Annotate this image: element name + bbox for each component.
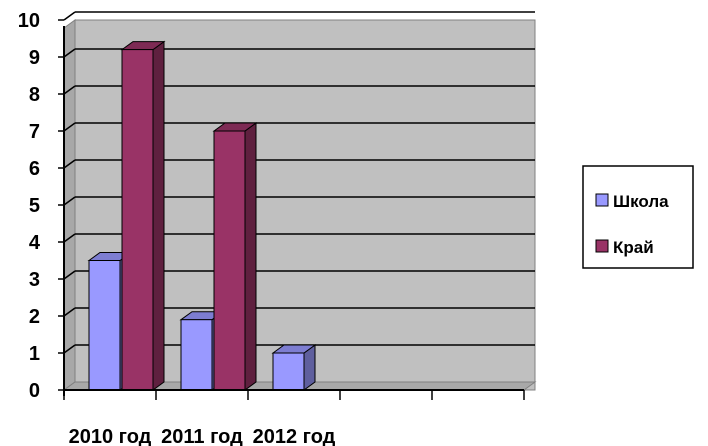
gridline-side bbox=[63, 48, 76, 58]
bar-side bbox=[152, 40, 165, 391]
bars bbox=[87, 40, 317, 391]
gridline-side bbox=[63, 122, 76, 132]
gridline-side bbox=[63, 159, 76, 169]
gridline-side bbox=[63, 11, 76, 21]
gridline-side bbox=[63, 344, 76, 354]
legend-label-school: Школа bbox=[613, 192, 669, 211]
bar bbox=[272, 352, 305, 391]
plot-side-wall bbox=[63, 19, 76, 391]
legend: Школа Край bbox=[582, 165, 694, 269]
y-tick-label: 0 bbox=[29, 380, 40, 402]
gridline-side bbox=[63, 85, 76, 95]
axes: 0 1 2 3 4 5 6 7 8 9 10 2010 год 2011 год 2012 год bbox=[18, 10, 525, 446]
legend-label-krai: Край bbox=[613, 238, 654, 257]
legend-swatch-krai bbox=[595, 239, 609, 253]
bar bbox=[121, 49, 154, 391]
y-tick-label: 10 bbox=[18, 10, 40, 32]
gridline-side bbox=[63, 270, 76, 280]
y-tick-label: 3 bbox=[29, 269, 40, 291]
gridline-side bbox=[63, 233, 76, 243]
y-tick-label: 2 bbox=[29, 306, 40, 328]
bar bbox=[213, 130, 246, 391]
y-tick-label: 7 bbox=[29, 121, 40, 143]
y-tick-label: 5 bbox=[29, 195, 40, 217]
x-tick-label: 2011 год bbox=[161, 426, 243, 446]
x-tick-label: 2010 год bbox=[69, 426, 152, 446]
y-tick-label: 8 bbox=[29, 84, 40, 106]
legend-swatch-school bbox=[595, 193, 609, 207]
gridline-side bbox=[63, 196, 76, 206]
x-tick-label: 2012 год bbox=[253, 426, 336, 446]
y-tick-label: 9 bbox=[29, 47, 40, 69]
bar bbox=[180, 319, 213, 391]
gridline-side bbox=[63, 307, 76, 317]
y-tick-label: 1 bbox=[29, 343, 40, 365]
y-tick-label: 6 bbox=[29, 158, 40, 180]
bar bbox=[88, 260, 121, 391]
y-tick-label: 4 bbox=[29, 232, 41, 254]
bar-side bbox=[244, 122, 257, 391]
